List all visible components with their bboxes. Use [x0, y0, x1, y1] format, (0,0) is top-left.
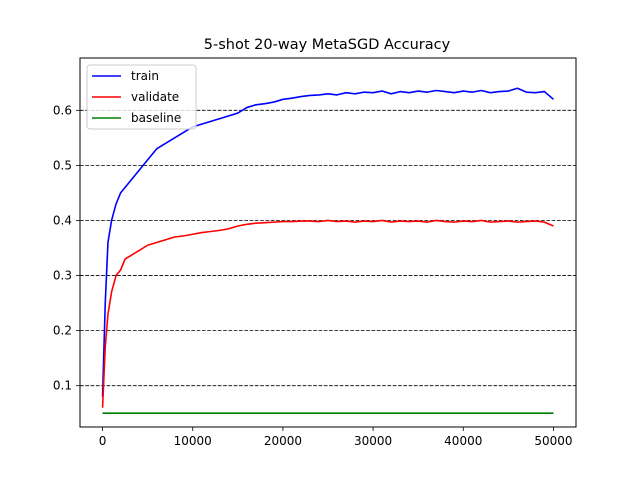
x-tick-label: 20000 — [264, 434, 302, 448]
y-tick-label: 0.1 — [53, 379, 72, 393]
legend-label-validate: validate — [131, 90, 179, 104]
y-axis-ticks: 0.1 0.2 0.3 0.4 0.5 0.6 — [53, 103, 80, 393]
series-line-validate — [101, 219, 554, 408]
legend: train validate baseline — [86, 64, 197, 130]
y-tick-label: 0.3 — [53, 269, 72, 283]
x-tick-label: 10000 — [174, 434, 212, 448]
plot-frame — [79, 57, 577, 428]
legend-box — [86, 64, 197, 130]
legend-label-train: train — [131, 69, 159, 83]
x-axis-ticks: 0 10000 20000 30000 40000 50000 — [99, 427, 573, 448]
y-tick-label: 0.4 — [53, 213, 72, 227]
x-tick-label: 30000 — [354, 434, 392, 448]
y-tick-label: 0.2 — [53, 324, 72, 338]
series-lines — [101, 87, 554, 415]
x-tick-label: 50000 — [534, 434, 572, 448]
y-tick-label: 0.5 — [53, 158, 72, 172]
chart-title: 5-shot 20-way MetaSGD Accuracy — [204, 37, 451, 53]
y-tick-label: 0.6 — [53, 103, 72, 117]
series-line-train — [101, 87, 554, 397]
x-tick-label: 40000 — [444, 434, 482, 448]
x-tick-label: 0 — [99, 434, 107, 448]
legend-label-baseline: baseline — [131, 111, 181, 125]
